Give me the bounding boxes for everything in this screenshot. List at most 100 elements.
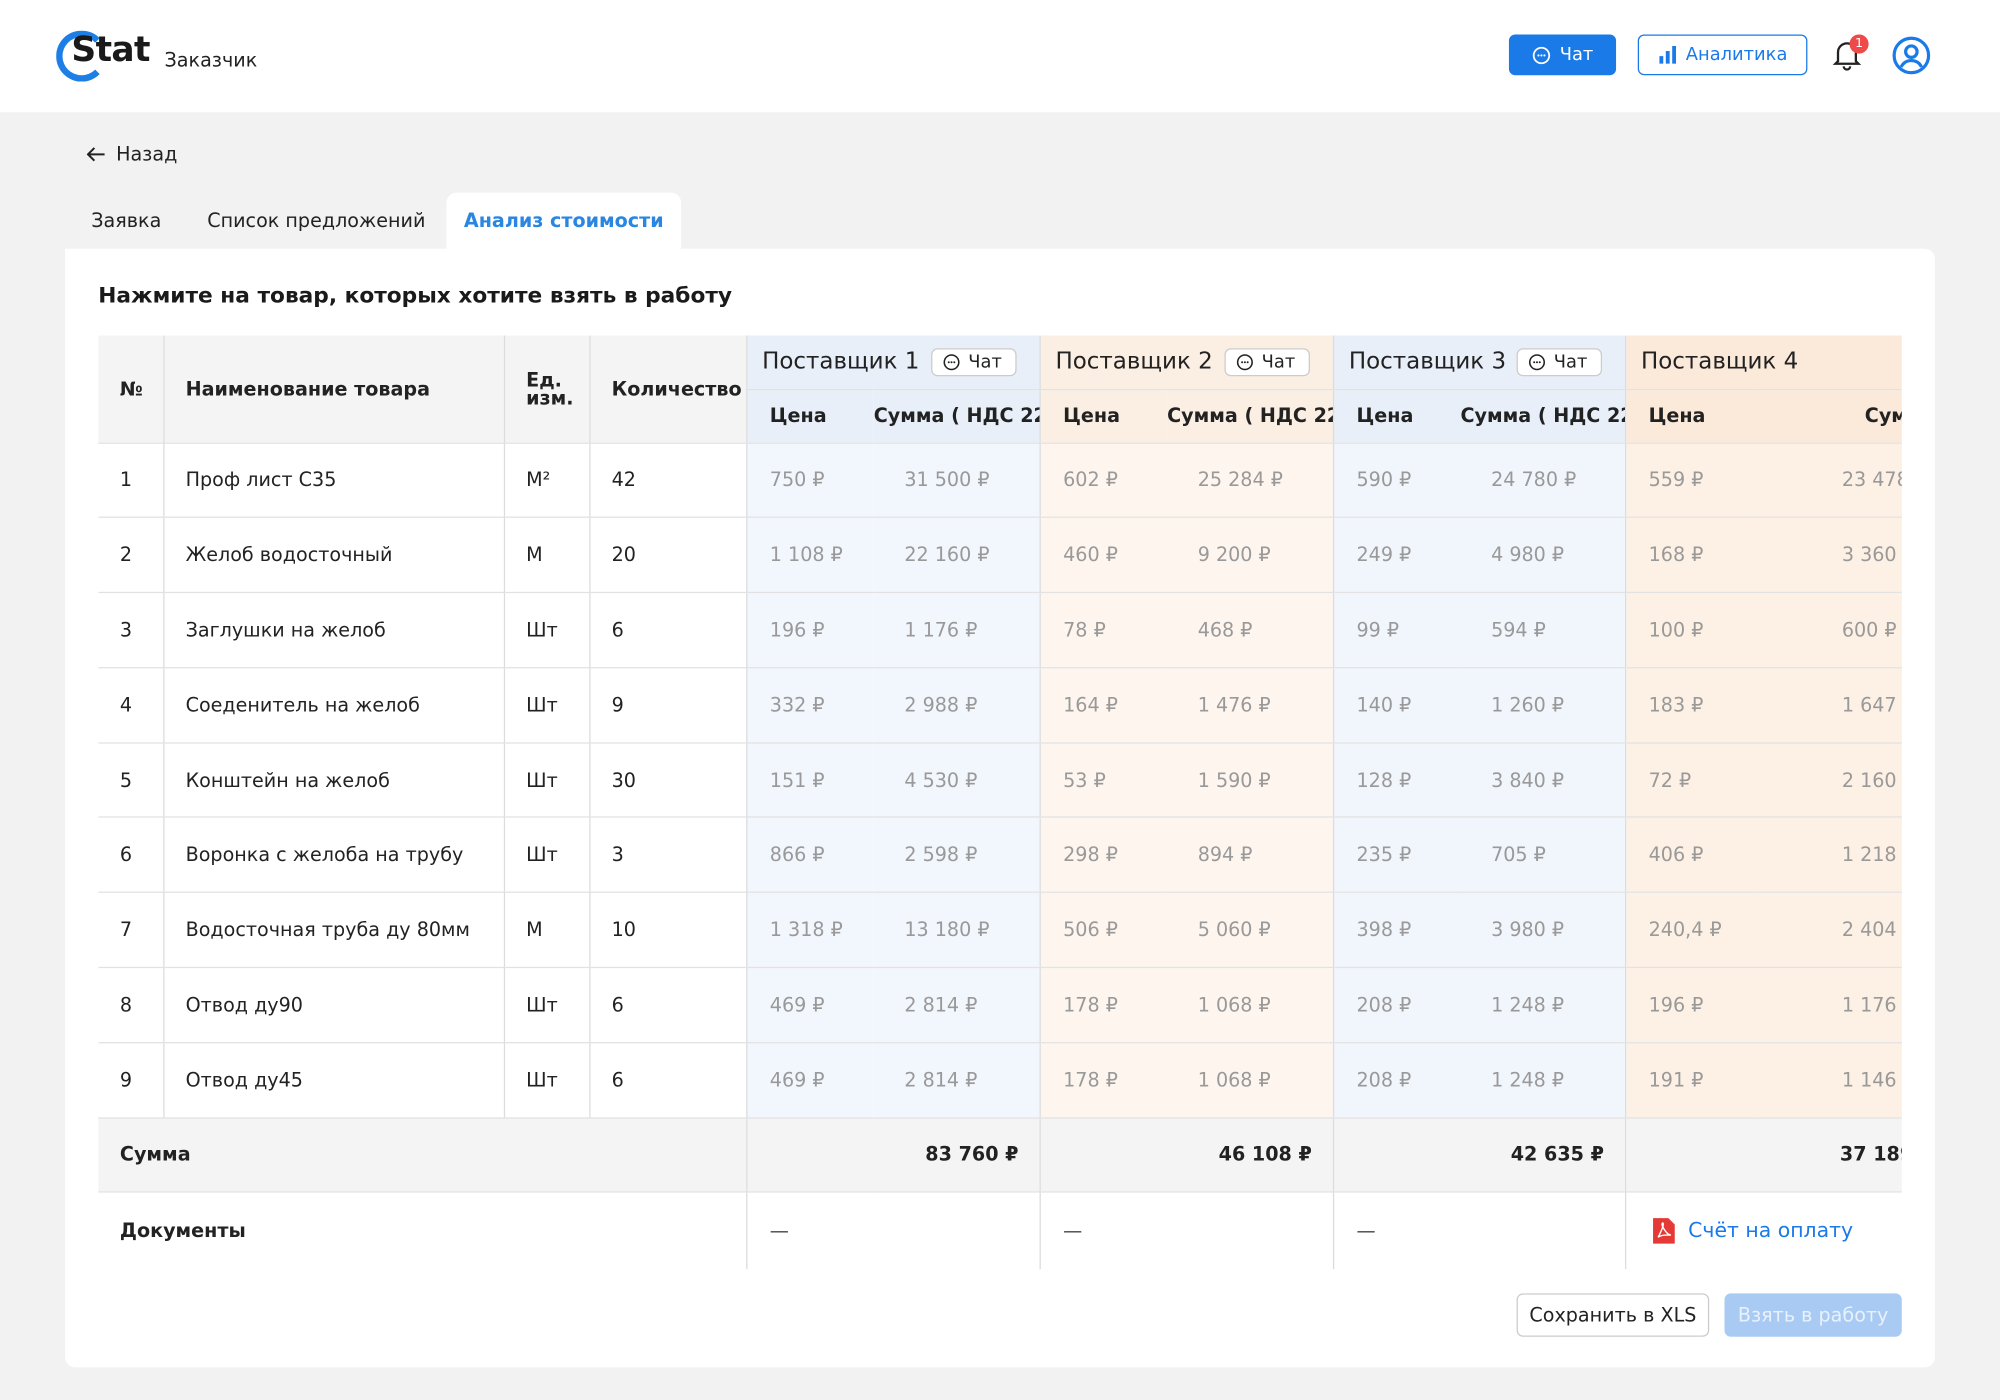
supplier-head: Поставщик 1 Чат	[747, 347, 1038, 376]
sum: 1 176 ₽	[873, 592, 1041, 669]
cell: 6	[589, 1042, 747, 1119]
sum: 2 988 ₽	[873, 667, 1041, 744]
supplier-header: Поставщик 4	[1624, 335, 1902, 390]
document-cell: Счёт на оплату	[1625, 1192, 1902, 1270]
analytics-button[interactable]: Аналитика	[1637, 34, 1808, 76]
sum: 1 068 ₽	[1167, 1042, 1334, 1119]
supplier-chat-button[interactable]: Чат	[1516, 347, 1602, 376]
price: 235 ₽	[1332, 817, 1461, 894]
sum-header: Сумма ( НДС 22% )	[1460, 389, 1626, 444]
tab[interactable]: Заявка	[91, 209, 162, 233]
cost-table: № Наименование товара Ед. изм. Количество По…	[98, 335, 1902, 1270]
price: 506 ₽	[1039, 892, 1168, 969]
price: 168 ₽	[1624, 517, 1753, 594]
cell: Желоб водосточный	[163, 517, 505, 594]
item-row[interactable]: 6 Воронка с желоба на трубу Шт 3 866 ₽2 598 …	[98, 817, 1902, 894]
price: 750 ₽	[746, 442, 874, 519]
sum: 4 530 ₽	[873, 742, 1041, 819]
item-row[interactable]: 2 Желоб водосточный М 20 1 108 ₽22 160 ₽460 …	[98, 517, 1902, 594]
table-wrap: № Наименование товара Ед. изм. Количество По…	[98, 335, 1902, 1270]
logo[interactable]: Stat	[56, 28, 150, 82]
cell: М	[503, 517, 590, 594]
cell: Шт	[503, 1042, 590, 1119]
cell: Шт	[503, 742, 590, 819]
price: 196 ₽	[1624, 967, 1753, 1044]
sum: 2 404 ₽	[1752, 892, 1902, 969]
user-icon[interactable]	[1892, 36, 1932, 76]
price: 240,4 ₽	[1624, 892, 1753, 969]
supplier-chat-button[interactable]: Чат	[931, 347, 1016, 376]
supplier-total: 83 760 ₽	[746, 1117, 1041, 1193]
cell: 6	[589, 592, 747, 669]
column-header: Количество	[589, 335, 747, 444]
sum: 1 146 ₽	[1752, 1042, 1902, 1119]
item-row[interactable]: 1 Проф лист С35 М² 42 750 ₽31 500 ₽602 ₽25 2…	[98, 442, 1902, 519]
documents-row: Документы — — — Счёт на оплату	[98, 1191, 1902, 1270]
price-header: Цена	[746, 389, 874, 444]
sum-header: Сумма ( НДС 22% )	[873, 389, 1041, 444]
price: 100 ₽	[1624, 592, 1753, 669]
cell: Шт	[503, 592, 590, 669]
supplier-name: Поставщик 1	[762, 348, 920, 376]
price: 1 318 ₽	[746, 892, 874, 969]
supplier-name: Поставщик 2	[1055, 348, 1213, 376]
sum: 1 218 ₽	[1752, 817, 1902, 894]
save-button[interactable]: Сохранить в XLS	[1516, 1293, 1710, 1337]
item-row[interactable]: 4 Соеденитель на желоб Шт 9 332 ₽2 988 ₽164 …	[98, 667, 1902, 744]
role: Заказчик	[164, 48, 258, 72]
sum-header: Сумма ( НДС 22% )	[1167, 389, 1334, 444]
item-row[interactable]: 8 Отвод ду90 Шт 6 469 ₽2 814 ₽178 ₽1 068 ₽20…	[98, 967, 1902, 1044]
sum: 5 060 ₽	[1167, 892, 1334, 969]
supplier-head: Поставщик 2 Чат	[1040, 347, 1331, 376]
item-row[interactable]: 5 Конштейн на желоб Шт 30 151 ₽4 530 ₽53 ₽1 …	[98, 742, 1902, 819]
header-row: № Наименование товара Ед. изм. Количество По…	[98, 335, 1902, 444]
label: Счёт на оплату	[1688, 1218, 1854, 1243]
documents-label: Документы	[98, 1191, 747, 1270]
supplier-chat-button[interactable]: Чат	[1224, 347, 1310, 376]
price: 460 ₽	[1039, 517, 1168, 594]
sum: 3 360 ₽	[1752, 517, 1902, 594]
cell: Отвод ду90	[163, 967, 505, 1044]
supplier-total: 46 108 ₽	[1039, 1117, 1334, 1193]
cell: Соеденитель на желоб	[163, 667, 505, 744]
supplier-name: Поставщик 3	[1348, 348, 1507, 376]
price: 298 ₽	[1039, 817, 1168, 894]
price: 53 ₽	[1039, 742, 1168, 819]
price: 866 ₽	[746, 817, 874, 894]
label: Чат	[968, 351, 1002, 373]
document: —	[1356, 1219, 1376, 1243]
label: Чат	[1553, 351, 1588, 373]
document-cell: —	[1332, 1191, 1626, 1270]
take-button[interactable]: Взять в работу	[1724, 1293, 1902, 1337]
supplier-total: 42 635 ₽	[1332, 1117, 1626, 1193]
price: 590 ₽	[1332, 442, 1461, 519]
tab-active[interactable]: Анализ стоимости	[446, 192, 682, 249]
sum: 2 598 ₽	[873, 817, 1041, 894]
sum: 22 160 ₽	[873, 517, 1041, 594]
back-link[interactable]: Назад	[86, 142, 178, 166]
tab[interactable]: Список предложений	[207, 209, 426, 233]
sum: 13 180 ₽	[873, 892, 1041, 969]
sum: 1 068 ₽	[1167, 967, 1334, 1044]
cell: Конштейн на желоб	[163, 742, 505, 819]
sum: 23 478 ₽	[1752, 442, 1902, 519]
document-cell: —	[1039, 1191, 1334, 1270]
sum: 3 980 ₽	[1460, 892, 1626, 969]
top-bar: Stat Заказчик Чат Аналитика 1	[0, 0, 2000, 113]
chat-button[interactable]: Чат	[1508, 34, 1617, 76]
sum: 705 ₽	[1460, 817, 1626, 894]
cell: Шт	[503, 667, 590, 744]
item-row[interactable]: 9 Отвод ду45 Шт 6 469 ₽2 814 ₽178 ₽1 068 ₽20…	[98, 1042, 1902, 1119]
cell: 6	[98, 817, 164, 894]
price: 191 ₽	[1624, 1042, 1753, 1119]
item-row[interactable]: 3 Заглушки на желоб Шт 6 196 ₽1 176 ₽78 ₽468…	[98, 592, 1902, 669]
item-row[interactable]: 7 Водосточная труба ду 80мм М 10 1 318 ₽13 1…	[98, 892, 1902, 969]
label: Назад	[116, 142, 178, 166]
price: 208 ₽	[1332, 1042, 1461, 1119]
document-link[interactable]: Счёт на оплату	[1626, 1217, 1902, 1245]
price: 196 ₽	[746, 592, 874, 669]
price-header: Цена	[1332, 389, 1461, 444]
sum: 1 260 ₽	[1460, 667, 1626, 744]
